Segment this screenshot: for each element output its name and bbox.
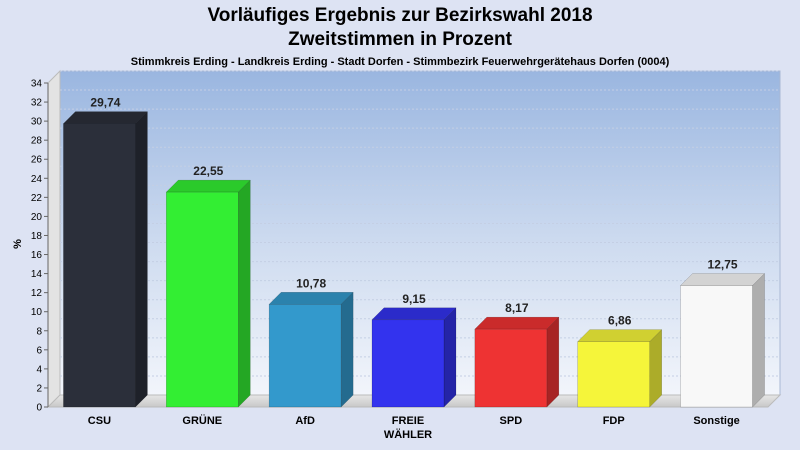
bar-side <box>238 179 251 408</box>
y-tick-label: 34 <box>31 79 43 90</box>
bars: 29,74 22,55 10,78 9,15 8,17 6,86 12,75 <box>62 96 766 408</box>
bar-side <box>135 110 148 408</box>
bar-side <box>649 329 662 408</box>
y-tick-label: 28 <box>31 136 43 147</box>
bar-front <box>577 341 650 408</box>
chart-subtitle: Stimmkreis Erding - Landkreis Erding - S… <box>130 56 670 68</box>
bar <box>577 329 663 408</box>
bar <box>371 307 457 408</box>
x-tick-label: GRÜNE <box>182 414 222 427</box>
x-tick-label: FDP <box>603 415 625 427</box>
y-tick-label: 26 <box>31 155 43 166</box>
bar <box>268 291 354 408</box>
bar-value-label: 10,78 <box>296 276 326 290</box>
y-tick-label: 24 <box>31 174 43 185</box>
plot-left-wall <box>47 69 61 409</box>
bar-top <box>577 329 663 342</box>
y-tick-label: 8 <box>36 326 42 337</box>
x-tick-label: AfD <box>295 415 315 427</box>
y-tick-label: 20 <box>31 212 43 223</box>
bar-top <box>62 111 149 124</box>
x-tick-label: CSU <box>88 415 111 427</box>
x-tick-label-line: CSU <box>88 415 111 427</box>
y-tick-label: 22 <box>31 193 43 204</box>
x-tick-label-line: Sonstige <box>693 415 739 427</box>
x-axis: CSU GRÜNE AfD FREIE WÄHLER SPD FDP Sonstige <box>88 414 740 441</box>
bar-value-label: 9,15 <box>402 292 426 306</box>
bar <box>62 110 149 408</box>
bar <box>679 272 766 408</box>
y-tick-label: 12 <box>31 288 43 299</box>
bar-value-label: 6,86 <box>608 314 632 328</box>
bar-front <box>268 304 342 408</box>
y-tick-label: 6 <box>36 345 42 356</box>
bar-value-label: 8,17 <box>505 301 529 315</box>
y-axis-label: % <box>12 239 24 249</box>
bar-side <box>340 291 354 408</box>
y-tick-label: 4 <box>36 364 42 375</box>
bar-front <box>166 191 239 408</box>
y-tick-label: 30 <box>31 117 43 128</box>
chart-title: Vorläufiges Ergebnis zur Bezirkswahl 201… <box>207 5 593 26</box>
bar-top <box>474 316 560 330</box>
x-tick-label-line: SPD <box>500 415 523 427</box>
bar-top <box>679 273 766 286</box>
bar-front <box>474 328 548 408</box>
bar <box>474 316 560 408</box>
bar-front <box>371 319 445 408</box>
chart-title-line2: Zweitstimmen in Prozent <box>288 29 512 50</box>
x-tick-label: FREIE WÄHLER <box>384 415 432 441</box>
bar-value-label: 12,75 <box>708 258 738 272</box>
y-tick-label: 18 <box>31 231 43 242</box>
x-tick-label-line: GRÜNE <box>182 414 222 427</box>
y-tick-label: 2 <box>36 383 42 394</box>
x-tick-label-line: FDP <box>603 415 625 427</box>
bar-value-label: 22,55 <box>193 164 223 178</box>
bar-value-label: 29,74 <box>90 96 120 110</box>
x-tick-label-line: AfD <box>295 415 315 427</box>
x-tick-label-line: WÄHLER <box>384 428 432 441</box>
y-tick-label: 14 <box>31 269 43 280</box>
bar-side <box>546 316 560 408</box>
bar-side <box>752 272 765 408</box>
bar-top <box>165 179 251 193</box>
x-tick-label: SPD <box>500 415 523 427</box>
bar-top <box>371 307 457 321</box>
bar-side <box>443 307 457 408</box>
x-tick-label: Sonstige <box>693 415 739 427</box>
x-tick-label-line: FREIE <box>392 415 424 427</box>
bar-front <box>680 285 753 408</box>
bar-top <box>268 292 354 305</box>
y-tick-label: 16 <box>31 250 43 261</box>
y-tick-label: 10 <box>31 307 43 318</box>
y-tick-label: 0 <box>36 403 42 414</box>
y-tick-label: 32 <box>31 98 43 109</box>
bar <box>165 179 251 408</box>
bar-front <box>63 123 136 408</box>
